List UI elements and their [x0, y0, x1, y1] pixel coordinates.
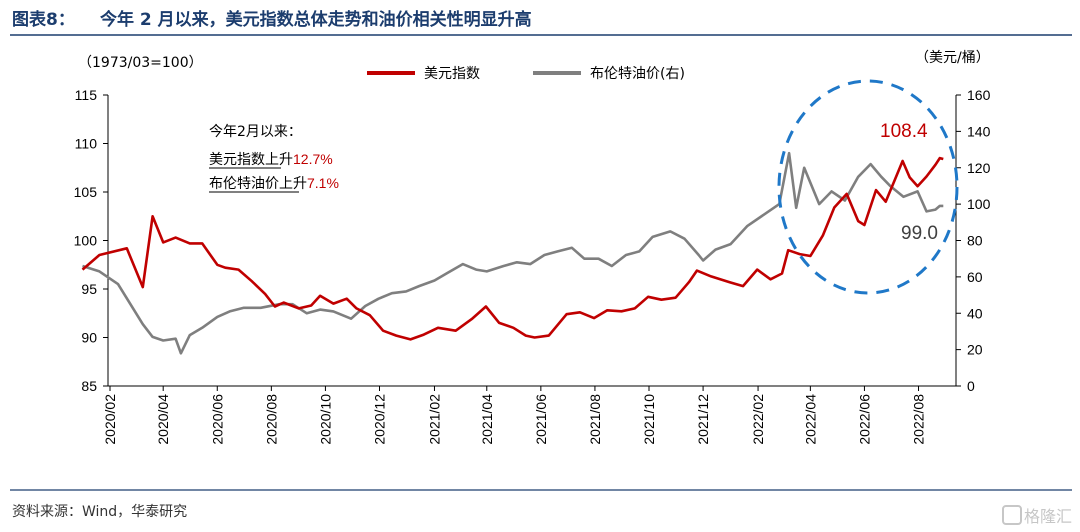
highlight-circle: [777, 79, 959, 295]
right-axis-unit: （美元/桶）: [915, 50, 990, 66]
left-tick-label: 95: [81, 281, 97, 297]
left-tick-label: 115: [75, 87, 98, 103]
x-tick-label: 2022/04: [802, 394, 818, 445]
right-tick-label: 80: [967, 233, 983, 249]
axes: 85 90 95 100 105 110 115 0 20 40 60 80 100 120 140 160 2…: [74, 87, 991, 445]
legend: 美元指数 布伦特油价(右): [367, 66, 685, 82]
annotation-line3: 布伦特油价上升7.1%: [209, 175, 339, 192]
x-tick-label: 2021/04: [479, 394, 495, 445]
chart-title: 今年 2 月以来，美元指数总体走势和油价相关性明显升高: [100, 9, 532, 30]
annotation-brent-name: 布伦特油价: [209, 176, 279, 192]
annotation-line2: 美元指数上升12.7%: [209, 151, 333, 168]
left-axis-unit: （1973/03=100）: [78, 55, 203, 71]
left-tick-label: 85: [81, 378, 97, 394]
annotation-brent-value: 7.1%: [307, 175, 339, 191]
annotation: 今年2月以来： 美元指数上升12.7% 布伦特油价上升7.1%: [209, 124, 339, 193]
label-brent-end: 99.0: [901, 223, 938, 244]
legend-label-dxy: 美元指数: [424, 66, 480, 82]
left-tick-label: 90: [81, 330, 97, 346]
annotation-dxy-value: 12.7%: [293, 151, 333, 167]
x-tick-label: 2022/02: [750, 394, 766, 445]
series-line-dxy: [81, 156, 944, 341]
right-tick-label: 100: [967, 196, 991, 212]
right-tick-label: 140: [967, 123, 991, 139]
watermark: 格隆汇: [1002, 505, 1072, 526]
annotation-line1: 今年2月以来：: [209, 124, 302, 140]
right-tick-label: 0: [967, 378, 975, 394]
x-tick-label: 2021/10: [641, 394, 657, 445]
x-tick-label: 2021/06: [533, 394, 549, 445]
watermark-logo-icon: [1002, 505, 1022, 525]
annotation-dxy-name: 美元指数: [209, 152, 265, 168]
source-note: 资料来源：Wind，华泰研究: [12, 504, 187, 520]
x-tick-label: 2022/06: [856, 394, 872, 445]
watermark-text: 格隆汇: [1024, 507, 1072, 526]
x-tick-label: 2020/02: [102, 394, 118, 445]
legend-label-brent: 布伦特油价(右): [590, 66, 685, 82]
x-tick-label: 2021/02: [426, 394, 442, 445]
right-tick-label: 160: [967, 87, 991, 103]
x-tick-label: 2020/08: [263, 394, 279, 445]
x-tick-label: 2022/08: [911, 394, 927, 445]
x-tick-label: 2020/10: [317, 394, 333, 445]
right-tick-label: 120: [967, 160, 991, 176]
left-tick-label: 100: [74, 233, 98, 249]
annotation-dxy-mid: 上升: [265, 152, 293, 168]
label-dxy-end: 108.4: [880, 121, 928, 142]
right-tick-label: 60: [967, 269, 983, 285]
left-tick-label: 110: [75, 136, 98, 152]
x-tick-label: 2020/12: [372, 394, 388, 445]
right-tick-label: 20: [967, 342, 983, 358]
x-tick-label: 2020/04: [155, 394, 171, 445]
series-line-brent: [82, 151, 944, 355]
left-tick-label: 105: [74, 184, 98, 200]
annotation-brent-mid: 上升: [279, 176, 307, 192]
right-tick-label: 40: [967, 305, 983, 321]
x-tick-label: 2021/08: [587, 394, 603, 445]
x-tick-label: 2021/12: [695, 394, 711, 445]
figure-label: 图表8：: [12, 9, 75, 30]
x-tick-label: 2020/06: [209, 394, 225, 445]
